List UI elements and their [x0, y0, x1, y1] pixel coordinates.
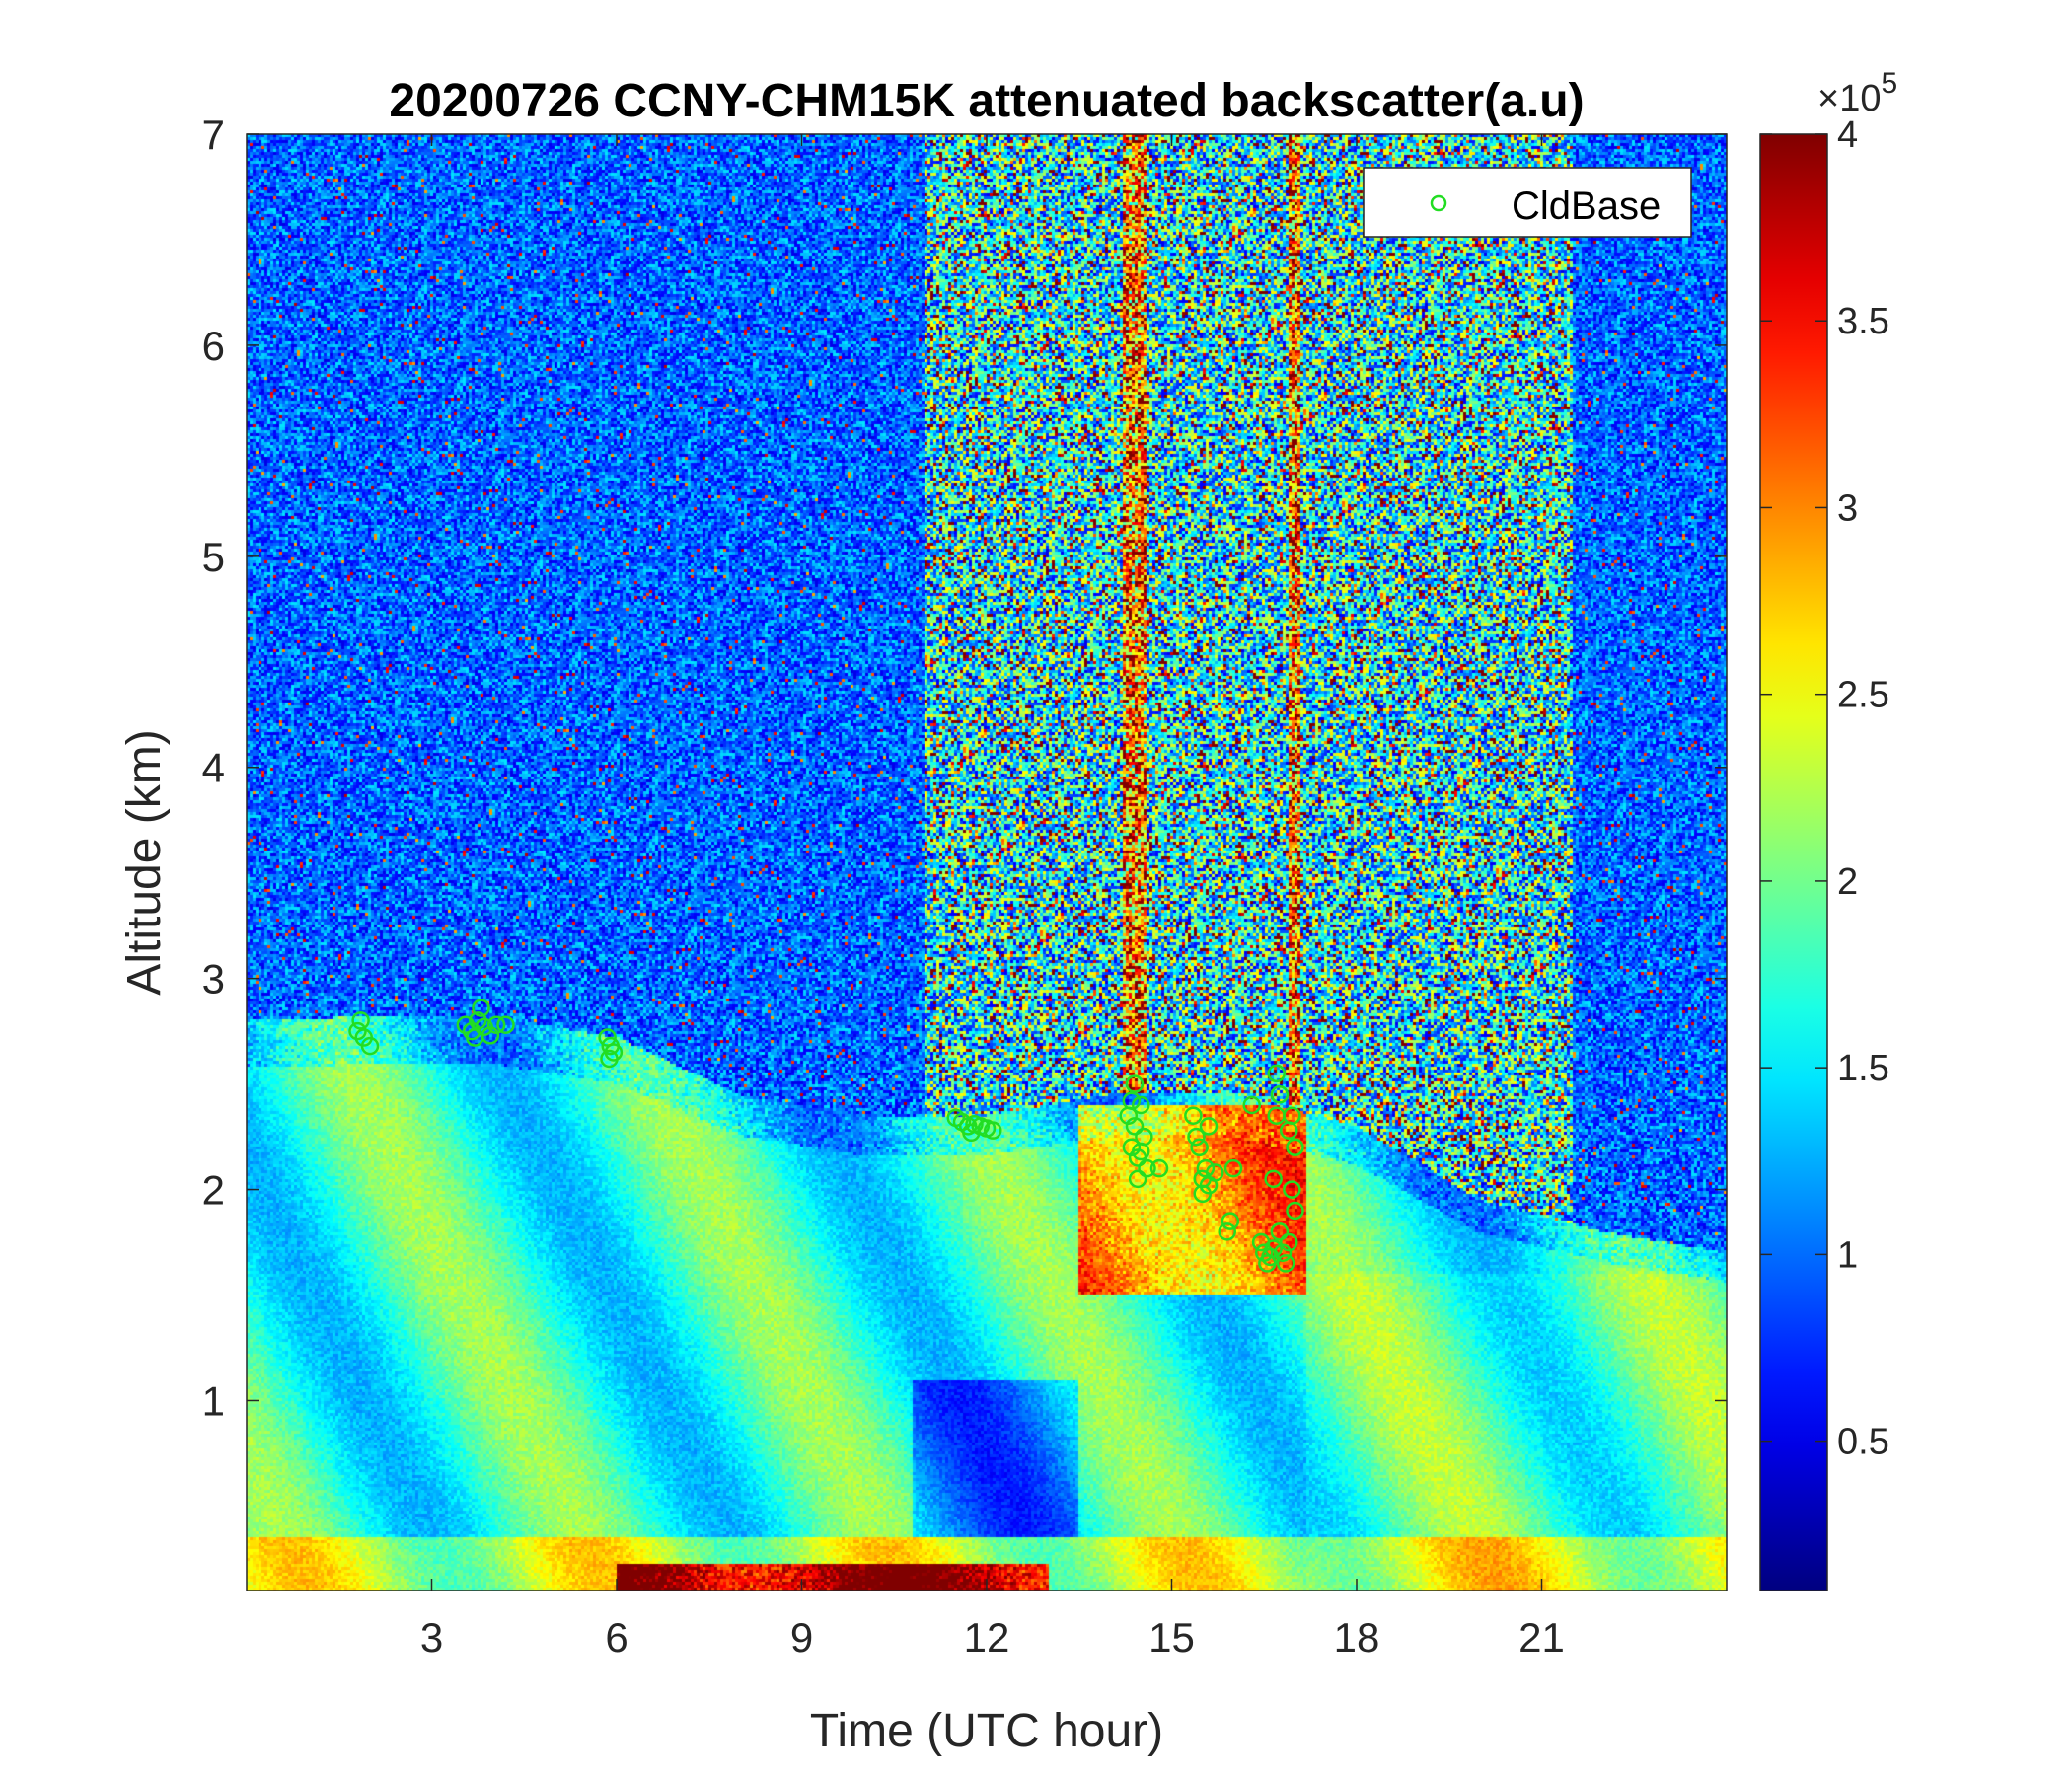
colorbar-tick-label: 2	[1837, 861, 1858, 903]
cldbase-point	[1264, 1169, 1283, 1189]
cldbase-point	[360, 1036, 380, 1056]
cldbase-point	[1128, 1169, 1147, 1189]
cldbase-point	[1286, 1138, 1304, 1157]
cldbase-point	[1276, 1254, 1295, 1273]
y-axis: 1 2 3 4 5 6 7	[202, 111, 1727, 1424]
cldbase-point	[1149, 1158, 1169, 1178]
legend-marker-cldbase	[1430, 194, 1447, 212]
colorbar-tick-label: 3.5	[1837, 301, 1889, 342]
cldbase-point	[1206, 1163, 1224, 1182]
cldbase-point	[348, 1021, 367, 1041]
y-tick-label: 7	[202, 111, 225, 158]
x-tick-label: 9	[790, 1614, 813, 1661]
cldbase-point	[1125, 1074, 1145, 1093]
colorbar-frame	[1759, 133, 1828, 1591]
x-axis-label: Time (UTC hour)	[810, 1705, 1163, 1757]
y-tick-label: 2	[202, 1167, 225, 1214]
cldbase-point	[1122, 1091, 1142, 1110]
cldbase-series	[348, 999, 1304, 1273]
colorbar-tick-label: 4	[1837, 114, 1858, 156]
cldbase-point	[1132, 1142, 1150, 1161]
colorbar-exponent: ×105	[1817, 67, 1897, 119]
y-tick-label: 1	[202, 1377, 225, 1424]
legend: CldBase	[1363, 167, 1692, 238]
y-tick-label: 6	[202, 323, 225, 369]
chart-title: 20200726 CCNY-CHM15K attenuated backscat…	[389, 75, 1584, 127]
cldbase-point	[1132, 1095, 1150, 1115]
colorbar-ticks: 0.5 1 1.5 2 2.5 3 3.5 4	[1760, 114, 1889, 1463]
cldbase-point	[1199, 1117, 1219, 1136]
plot-area	[246, 133, 1728, 1591]
heatmap-image	[247, 134, 1727, 1591]
cldbase-point	[472, 999, 490, 1017]
cldbase-point	[598, 1028, 617, 1047]
cldbase-point	[1184, 1106, 1203, 1125]
x-tick-label: 21	[1518, 1614, 1565, 1661]
cldbase-point	[469, 1011, 487, 1030]
cldbase-point	[1270, 1085, 1290, 1104]
cldbase-point	[1223, 1158, 1243, 1178]
cldbase-point	[466, 1028, 484, 1047]
colorbar-tick-label: 3	[1837, 487, 1858, 529]
cldbase-point	[1286, 1201, 1304, 1221]
cldbase-point	[1218, 1222, 1236, 1241]
cldbase-point	[1280, 1121, 1298, 1140]
cldbase-point	[1267, 1064, 1286, 1083]
cldbase-point	[1261, 1247, 1280, 1267]
cldbase-point	[962, 1123, 981, 1143]
cldbase-point	[496, 1015, 515, 1034]
cldbase-point	[984, 1121, 1002, 1140]
colorbar-tick-label: 1.5	[1837, 1048, 1889, 1089]
cldbase-point	[1280, 1232, 1298, 1252]
cldbase-point	[1283, 1180, 1301, 1199]
cldbase-point	[1193, 1184, 1212, 1204]
cldbase-point	[1190, 1138, 1209, 1157]
colorbar-gradient	[1760, 134, 1827, 1591]
cldbase-point	[1125, 1117, 1145, 1136]
legend-label-cldbase: CldBase	[1512, 185, 1661, 228]
y-tick-label: 4	[202, 745, 225, 791]
x-tick-label: 6	[605, 1614, 628, 1661]
cldbase-point	[1187, 1127, 1206, 1147]
cldbase-point	[351, 1011, 370, 1030]
x-axis: 3 6 9 12 15 18 21	[420, 134, 1565, 1661]
colorbar: 0.5 1 1.5 2 2.5 3 3.5 4 ×105	[1759, 67, 1897, 1591]
y-tick-label: 5	[202, 534, 225, 580]
y-axis-label: Altitude (km)	[118, 729, 171, 995]
x-tick-label: 18	[1334, 1614, 1380, 1661]
cldbase-point	[1138, 1158, 1156, 1178]
y-tick-label: 3	[202, 956, 225, 1002]
cldbase-point	[1221, 1212, 1240, 1230]
cldbase-point	[1196, 1158, 1216, 1178]
cldbase-point	[456, 1015, 476, 1034]
x-tick-label: 3	[420, 1614, 443, 1661]
cldbase-point	[1242, 1095, 1261, 1115]
colorbar-tick-label: 0.5	[1837, 1422, 1889, 1463]
colorbar-exponent-base: ×10	[1817, 78, 1881, 119]
x-tick-label: 12	[964, 1614, 1010, 1661]
x-tick-label: 15	[1148, 1614, 1195, 1661]
cldbase-point	[1264, 1239, 1283, 1258]
legend-box	[1363, 167, 1692, 238]
cldbase-point	[600, 1049, 619, 1069]
cldbase-point	[486, 1015, 506, 1034]
colorbar-tick-label: 1	[1837, 1234, 1858, 1276]
colorbar-tick-label: 2.5	[1837, 675, 1889, 716]
cldbase-point	[1270, 1222, 1290, 1241]
colorbar-exponent-power: 5	[1881, 67, 1897, 100]
